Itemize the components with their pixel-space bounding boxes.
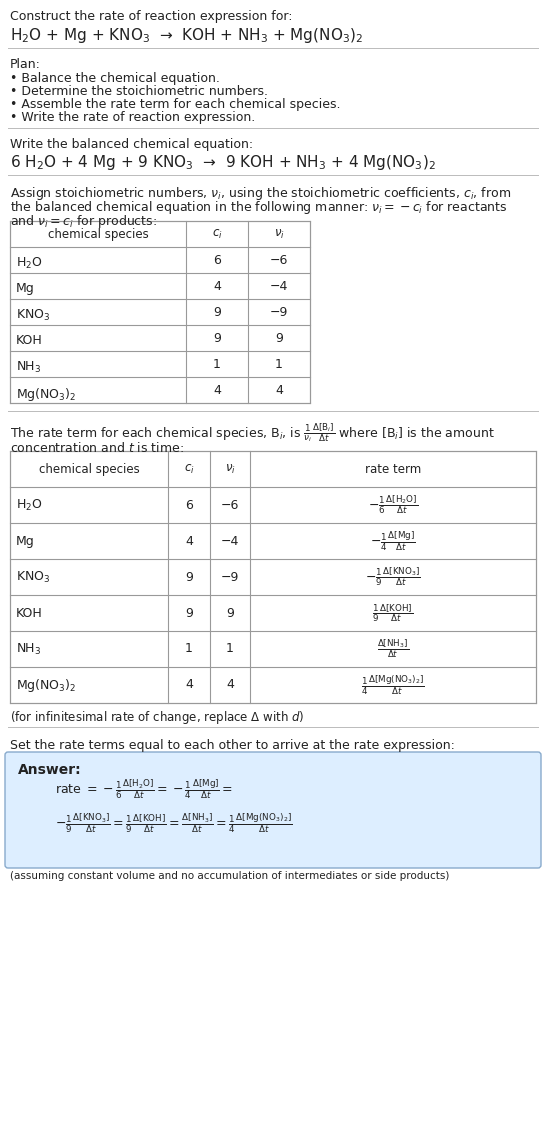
Text: NH$_3$: NH$_3$ [16,360,41,376]
Text: 1: 1 [275,357,283,371]
Text: • Write the rate of reaction expression.: • Write the rate of reaction expression. [10,112,255,124]
Text: $\nu_i$: $\nu_i$ [274,228,284,240]
Text: Set the rate terms equal to each other to arrive at the rate expression:: Set the rate terms equal to each other t… [10,739,455,752]
Text: 6: 6 [213,254,221,266]
Text: Mg: Mg [16,282,35,295]
Text: H$_2$O + Mg + KNO$_3$  →  KOH + NH$_3$ + Mg(NO$_3$)$_2$: H$_2$O + Mg + KNO$_3$ → KOH + NH$_3$ + M… [10,26,363,46]
Text: and $\nu_i = c_i$ for products:: and $\nu_i = c_i$ for products: [10,213,157,230]
Text: 4: 4 [213,384,221,396]
Text: $-\frac{1}{6}\frac{\Delta[\mathrm{H_2O}]}{\Delta t}$: $-\frac{1}{6}\frac{\Delta[\mathrm{H_2O}]… [368,494,418,517]
Text: The rate term for each chemical species, B$_i$, is $\frac{1}{\nu_i}\frac{\Delta[: The rate term for each chemical species,… [10,421,495,444]
Text: 9: 9 [185,570,193,584]
Text: 9: 9 [185,607,193,619]
Text: 1: 1 [226,643,234,655]
Text: −9: −9 [270,305,288,319]
Text: chemical species: chemical species [39,462,139,476]
Text: H$_2$O: H$_2$O [16,256,43,271]
Text: • Determine the stoichiometric numbers.: • Determine the stoichiometric numbers. [10,85,268,98]
Text: 9: 9 [213,331,221,345]
Text: KNO$_3$: KNO$_3$ [16,569,50,585]
Text: NH$_3$: NH$_3$ [16,642,41,657]
Text: $\frac{\Delta[\mathrm{NH_3}]}{\Delta t}$: $\frac{\Delta[\mathrm{NH_3}]}{\Delta t}$ [377,637,409,660]
Text: concentration and $t$ is time:: concentration and $t$ is time: [10,442,184,455]
Text: −4: −4 [221,535,239,547]
Text: −6: −6 [221,498,239,511]
Bar [10,451,536,703]
FancyBboxPatch shape [5,752,541,868]
Text: −9: −9 [221,570,239,584]
Text: Write the balanced chemical equation:: Write the balanced chemical equation: [10,138,253,151]
Text: $\frac{1}{4}\frac{\Delta[\mathrm{Mg(NO_3)_2}]}{\Delta t}$: $\frac{1}{4}\frac{\Delta[\mathrm{Mg(NO_3… [361,674,425,696]
Text: H$_2$O: H$_2$O [16,497,43,512]
Text: 9: 9 [275,331,283,345]
Text: chemical species: chemical species [48,228,149,240]
Text: $\nu_i$: $\nu_i$ [224,462,235,476]
Bar [10,221,310,403]
Text: rate $= -\frac{1}{6}\frac{\Delta[\mathrm{H_2O}]}{\Delta t} = -\frac{1}{4}\frac{\: rate $= -\frac{1}{6}\frac{\Delta[\mathrm… [55,777,233,801]
Text: KOH: KOH [16,607,43,619]
Text: 9: 9 [213,305,221,319]
Text: KOH: KOH [16,333,43,347]
Text: rate term: rate term [365,462,421,476]
Text: −6: −6 [270,254,288,266]
Text: 4: 4 [275,384,283,396]
Text: • Assemble the rate term for each chemical species.: • Assemble the rate term for each chemic… [10,98,341,112]
Text: $-\frac{1}{4}\frac{\Delta[\mathrm{Mg}]}{\Delta t}$: $-\frac{1}{4}\frac{\Delta[\mathrm{Mg}]}{… [370,529,416,553]
Text: Plan:: Plan: [10,58,41,71]
Text: • Balance the chemical equation.: • Balance the chemical equation. [10,72,220,85]
Text: the balanced chemical equation in the following manner: $\nu_i = -c_i$ for react: the balanced chemical equation in the fo… [10,199,507,216]
Text: −4: −4 [270,280,288,292]
Text: Construct the rate of reaction expression for:: Construct the rate of reaction expressio… [10,10,293,23]
Text: 6 H$_2$O + 4 Mg + 9 KNO$_3$  →  9 KOH + NH$_3$ + 4 Mg(NO$_3$)$_2$: 6 H$_2$O + 4 Mg + 9 KNO$_3$ → 9 KOH + NH… [10,152,436,172]
Text: Mg: Mg [16,535,35,547]
Text: Mg(NO$_3$)$_2$: Mg(NO$_3$)$_2$ [16,386,76,403]
Text: Answer:: Answer: [18,762,81,777]
Text: $c_i$: $c_i$ [212,228,222,240]
Text: 4: 4 [185,678,193,692]
Text: 9: 9 [226,607,234,619]
Text: $c_i$: $c_i$ [183,462,194,476]
Text: $-\frac{1}{9}\frac{\Delta[\mathrm{KNO_3}]}{\Delta t}$: $-\frac{1}{9}\frac{\Delta[\mathrm{KNO_3}… [365,566,421,588]
Text: Mg(NO$_3$)$_2$: Mg(NO$_3$)$_2$ [16,676,76,693]
Text: $-\frac{1}{9}\frac{\Delta[\mathrm{KNO_3}]}{\Delta t} = \frac{1}{9}\frac{\Delta[\: $-\frac{1}{9}\frac{\Delta[\mathrm{KNO_3}… [55,811,293,834]
Text: 6: 6 [185,498,193,511]
Text: 4: 4 [226,678,234,692]
Text: 4: 4 [213,280,221,292]
Text: 4: 4 [185,535,193,547]
Text: 1: 1 [213,357,221,371]
Text: (assuming constant volume and no accumulation of intermediates or side products): (assuming constant volume and no accumul… [10,871,449,881]
Text: $\frac{1}{9}\frac{\Delta[\mathrm{KOH}]}{\Delta t}$: $\frac{1}{9}\frac{\Delta[\mathrm{KOH}]}{… [372,602,413,624]
Text: Assign stoichiometric numbers, $\nu_i$, using the stoichiometric coefficients, $: Assign stoichiometric numbers, $\nu_i$, … [10,185,511,203]
Text: (for infinitesimal rate of change, replace Δ with $d$): (for infinitesimal rate of change, repla… [10,709,305,726]
Text: 1: 1 [185,643,193,655]
Text: KNO$_3$: KNO$_3$ [16,308,50,323]
